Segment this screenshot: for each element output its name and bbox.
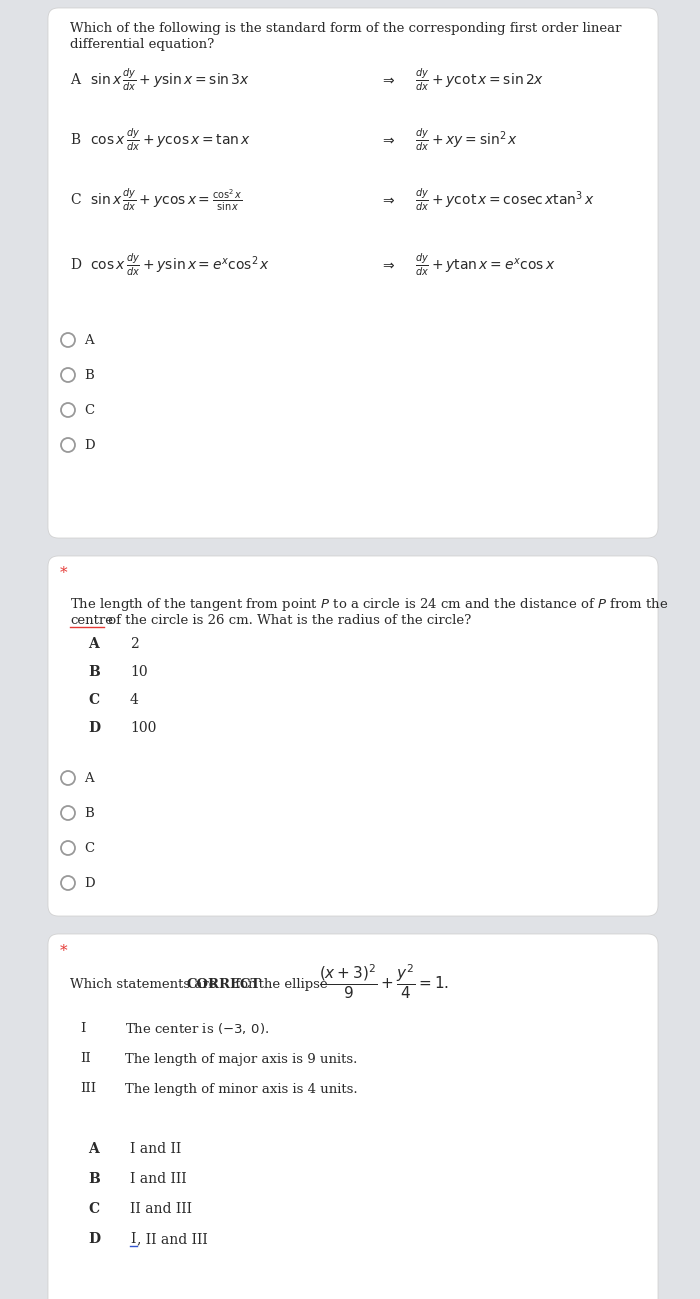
Text: III: III	[80, 1082, 96, 1095]
Text: II and III: II and III	[130, 1202, 192, 1216]
Text: A: A	[84, 772, 94, 785]
Text: 10: 10	[130, 665, 148, 679]
Text: B: B	[84, 807, 94, 820]
Text: D: D	[70, 259, 81, 271]
Text: B: B	[88, 665, 99, 679]
Text: B: B	[84, 369, 94, 382]
Text: $\frac{dy}{dx}+y\tan x=e^{x}\cos x$: $\frac{dy}{dx}+y\tan x=e^{x}\cos x$	[415, 252, 555, 278]
Text: *: *	[60, 944, 68, 957]
Text: C: C	[84, 842, 94, 855]
Circle shape	[61, 368, 75, 382]
Text: *: *	[60, 566, 68, 579]
Text: C: C	[88, 1202, 99, 1216]
Text: 2: 2	[130, 637, 139, 651]
Text: C: C	[84, 404, 94, 417]
Text: I: I	[130, 1231, 135, 1246]
Circle shape	[61, 772, 75, 785]
Circle shape	[61, 840, 75, 855]
Text: I: I	[80, 1022, 85, 1035]
Text: B: B	[88, 1172, 99, 1186]
Circle shape	[61, 438, 75, 452]
Text: Which statements are: Which statements are	[70, 978, 220, 991]
Text: The length of minor axis is 4 units.: The length of minor axis is 4 units.	[125, 1082, 358, 1095]
Text: $\sin x\,\frac{dy}{dx}+y\sin x=\sin 3x$: $\sin x\,\frac{dy}{dx}+y\sin x=\sin 3x$	[90, 66, 250, 94]
Text: for the ellipse: for the ellipse	[231, 978, 328, 991]
Text: $\frac{dy}{dx}+y\cot x=\mathrm{cosec}\,x\tan^{3}x$: $\frac{dy}{dx}+y\cot x=\mathrm{cosec}\,x…	[415, 187, 595, 213]
Text: $\Rightarrow$: $\Rightarrow$	[380, 73, 395, 87]
Text: , II and III: , II and III	[137, 1231, 208, 1246]
Text: differential equation?: differential equation?	[70, 38, 214, 51]
Text: C: C	[70, 194, 80, 207]
Text: C: C	[88, 692, 99, 707]
FancyBboxPatch shape	[48, 556, 658, 916]
Text: $\dfrac{(x+3)^{2}}{9}+\dfrac{y^{2}}{4}=1.$: $\dfrac{(x+3)^{2}}{9}+\dfrac{y^{2}}{4}=1…	[319, 963, 449, 1002]
Text: $\sin x\,\frac{dy}{dx}+y\cos x=\frac{\cos^{2}x}{\sin x}$: $\sin x\,\frac{dy}{dx}+y\cos x=\frac{\co…	[90, 187, 243, 213]
Text: I and II: I and II	[130, 1142, 181, 1156]
Text: $\Rightarrow$: $\Rightarrow$	[380, 259, 395, 271]
Text: D: D	[84, 877, 95, 890]
Text: D: D	[88, 1231, 100, 1246]
Text: $\cos x\,\frac{dy}{dx}+y\cos x=\tan x$: $\cos x\,\frac{dy}{dx}+y\cos x=\tan x$	[90, 127, 251, 153]
Text: $\Rightarrow$: $\Rightarrow$	[380, 132, 395, 147]
Text: $\frac{dy}{dx}+y\cot x=\sin 2x$: $\frac{dy}{dx}+y\cot x=\sin 2x$	[415, 66, 544, 94]
Text: I and III: I and III	[130, 1172, 187, 1186]
Text: of the circle is 26 cm. What is the radius of the circle?: of the circle is 26 cm. What is the radi…	[104, 614, 471, 627]
Circle shape	[61, 403, 75, 417]
Circle shape	[61, 805, 75, 820]
Text: 4: 4	[130, 692, 139, 707]
Text: A: A	[70, 73, 80, 87]
Circle shape	[61, 333, 75, 347]
Text: D: D	[88, 721, 100, 735]
Text: $\cos x\,\frac{dy}{dx}+y\sin x=e^{x}\cos^{2}x$: $\cos x\,\frac{dy}{dx}+y\sin x=e^{x}\cos…	[90, 252, 270, 278]
Text: The center is $(-3,\,0)$.: The center is $(-3,\,0)$.	[125, 1021, 270, 1037]
Text: 100: 100	[130, 721, 156, 735]
Text: D: D	[84, 439, 95, 452]
Text: A: A	[84, 334, 94, 347]
Text: A: A	[88, 1142, 99, 1156]
Text: B: B	[70, 132, 80, 147]
FancyBboxPatch shape	[48, 8, 658, 538]
Text: II: II	[80, 1052, 91, 1065]
Text: A: A	[88, 637, 99, 651]
Text: centre: centre	[70, 614, 113, 627]
Circle shape	[61, 876, 75, 890]
Text: CORRECT: CORRECT	[186, 978, 261, 991]
Text: $\frac{dy}{dx}+xy=\sin^{2}x$: $\frac{dy}{dx}+xy=\sin^{2}x$	[415, 127, 518, 153]
Text: $\Rightarrow$: $\Rightarrow$	[380, 194, 395, 207]
Text: Which of the following is the standard form of the corresponding first order lin: Which of the following is the standard f…	[70, 22, 622, 35]
FancyBboxPatch shape	[48, 934, 658, 1299]
Text: The length of the tangent from point $P$ to a circle is 24 cm and the distance o: The length of the tangent from point $P$…	[70, 596, 668, 613]
Text: The length of major axis is 9 units.: The length of major axis is 9 units.	[125, 1052, 358, 1065]
